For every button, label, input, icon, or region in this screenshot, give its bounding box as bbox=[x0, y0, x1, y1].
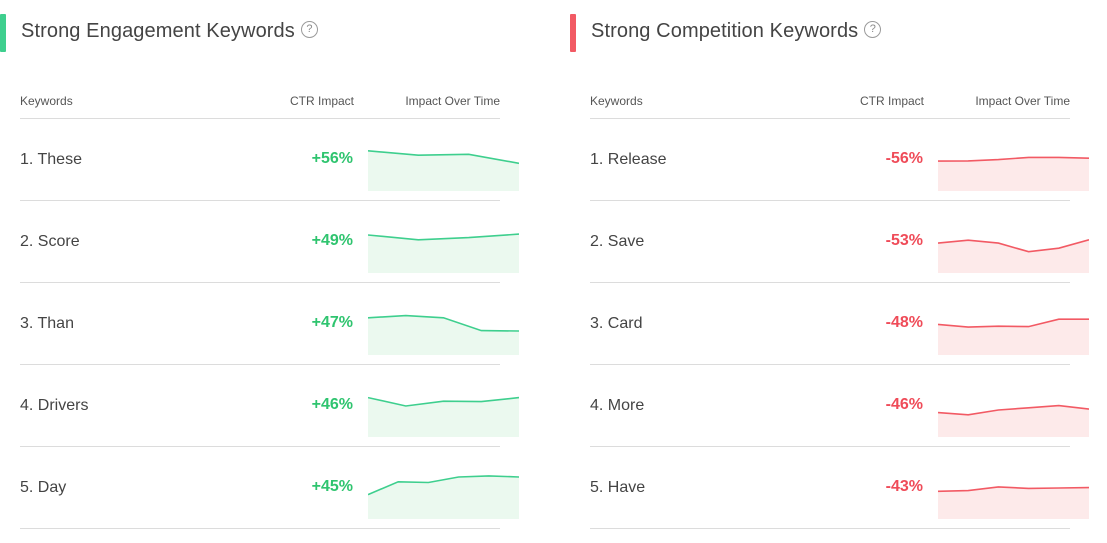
ctr-impact-value: +45% bbox=[311, 478, 353, 495]
ctr-impact-value: +56% bbox=[311, 150, 353, 167]
impact-sparkline bbox=[368, 314, 519, 355]
ctr-impact-column-header: CTR Impact bbox=[290, 94, 355, 108]
sparkline-area bbox=[368, 315, 519, 355]
impact-sparkline bbox=[938, 239, 1089, 273]
ctr-impact-column-header: CTR Impact bbox=[860, 94, 925, 108]
sparkline-area bbox=[368, 475, 519, 519]
sparkline-area bbox=[938, 405, 1089, 437]
help-icon[interactable]: ? bbox=[300, 21, 318, 38]
ctr-impact-value: +47% bbox=[311, 314, 353, 331]
row-divider bbox=[20, 200, 500, 201]
impact-sparkline bbox=[368, 475, 519, 519]
engagement-panel: Strong Engagement Keywords ? Keywords CT… bbox=[0, 0, 519, 543]
ctr-impact-value: +46% bbox=[311, 396, 353, 413]
keyword-label: 4. More bbox=[590, 397, 645, 414]
keywords-column-header: Keywords bbox=[590, 94, 643, 108]
sparkline-area bbox=[368, 150, 519, 191]
ctr-impact-value: +49% bbox=[311, 232, 353, 249]
row-divider bbox=[590, 282, 1070, 283]
sparkline-area bbox=[938, 486, 1089, 519]
keyword-row[interactable]: 2. Score +49% bbox=[20, 201, 519, 283]
keyword-row[interactable]: 4. Drivers +46% bbox=[20, 365, 519, 447]
sparkline-line bbox=[938, 156, 1089, 162]
row-divider bbox=[590, 528, 1070, 529]
sparkline-line bbox=[368, 150, 519, 165]
header-divider bbox=[20, 118, 500, 119]
row-divider bbox=[590, 446, 1070, 447]
keywords-column-header: Keywords bbox=[20, 94, 73, 108]
keyword-label: 5. Have bbox=[590, 479, 646, 496]
keyword-label: 3. Than bbox=[20, 315, 74, 332]
row-divider bbox=[20, 446, 500, 447]
row-divider bbox=[590, 200, 1070, 201]
keyword-row[interactable]: 1. Release -56% bbox=[590, 119, 1089, 201]
impact-sparkline bbox=[368, 233, 519, 273]
sparkline-area bbox=[938, 319, 1089, 355]
impact-sparkline bbox=[368, 396, 519, 437]
keyword-row[interactable]: 4. More -46% bbox=[590, 365, 1089, 447]
impact-sparkline bbox=[938, 486, 1089, 519]
impact-over-time-column-header: Impact Over Time bbox=[405, 94, 500, 108]
keyword-label: 1. These bbox=[20, 151, 82, 168]
ctr-impact-value: -48% bbox=[885, 314, 923, 331]
impact-sparkline bbox=[368, 150, 519, 191]
competition-title-row: Strong Competition Keywords ? bbox=[591, 20, 882, 43]
sparkline-line bbox=[938, 239, 1089, 253]
sparkline-line bbox=[368, 233, 519, 241]
ctr-impact-value: -43% bbox=[885, 478, 923, 495]
keyword-row[interactable]: 3. Card -48% bbox=[590, 283, 1089, 365]
keyword-label: 3. Card bbox=[590, 315, 643, 332]
keyword-row[interactable]: 2. Save -53% bbox=[590, 201, 1089, 283]
sparkline-line bbox=[368, 475, 519, 496]
sparkline-area bbox=[368, 234, 519, 273]
competition-title: Strong Competition Keywords bbox=[591, 20, 859, 42]
sparkline-line bbox=[938, 404, 1089, 416]
keyword-row[interactable]: 1. These +56% bbox=[20, 119, 519, 201]
engagement-accent-bar bbox=[0, 14, 6, 52]
competition-accent-bar bbox=[570, 14, 576, 52]
row-divider bbox=[590, 364, 1070, 365]
keyword-label: 5. Day bbox=[20, 479, 67, 496]
sparkline-area bbox=[368, 397, 519, 437]
ctr-impact-value: -46% bbox=[885, 396, 923, 413]
ctr-impact-value: -56% bbox=[885, 150, 923, 167]
row-divider bbox=[20, 282, 500, 283]
competition-panel: Strong Competition Keywords ? Keywords C… bbox=[570, 0, 1089, 543]
row-divider bbox=[20, 364, 500, 365]
sparkline-area bbox=[938, 157, 1089, 191]
header-divider bbox=[590, 118, 1070, 119]
keyword-row[interactable]: 5. Have -43% bbox=[590, 447, 1089, 529]
keyword-label: 2. Save bbox=[590, 233, 645, 250]
help-icon[interactable]: ? bbox=[864, 21, 882, 38]
row-divider bbox=[20, 528, 500, 529]
impact-sparkline bbox=[938, 318, 1089, 355]
keyword-label: 4. Drivers bbox=[20, 397, 89, 414]
engagement-title-row: Strong Engagement Keywords ? bbox=[21, 20, 318, 43]
keyword-row[interactable]: 3. Than +47% bbox=[20, 283, 519, 365]
impact-sparkline bbox=[938, 156, 1089, 191]
sparkline-line bbox=[368, 314, 519, 332]
ctr-impact-value: -53% bbox=[885, 232, 923, 249]
keyword-label: 2. Score bbox=[20, 233, 80, 250]
keyword-row[interactable]: 5. Day +45% bbox=[20, 447, 519, 529]
keyword-label: 1. Release bbox=[590, 151, 667, 168]
sparkline-line bbox=[368, 396, 519, 407]
sparkline-line bbox=[938, 318, 1089, 328]
sparkline-line bbox=[938, 486, 1089, 493]
engagement-title: Strong Engagement Keywords bbox=[21, 20, 295, 42]
sparkline-area bbox=[938, 239, 1089, 273]
impact-sparkline bbox=[938, 404, 1089, 437]
impact-over-time-column-header: Impact Over Time bbox=[975, 94, 1070, 108]
